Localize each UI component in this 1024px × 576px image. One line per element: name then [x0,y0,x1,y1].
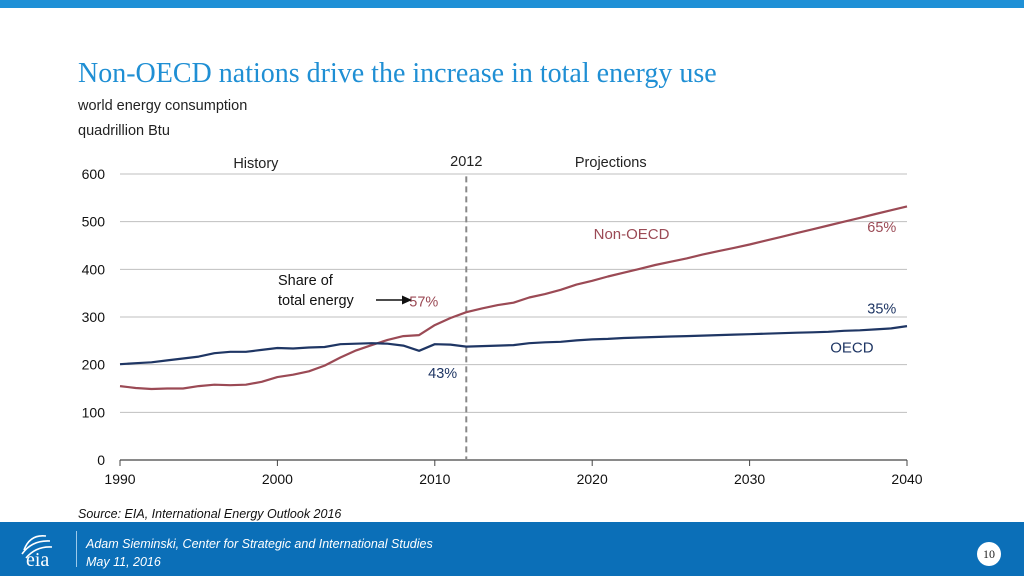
y-tick-label: 0 [97,452,105,468]
footer-bar: eia Adam Sieminski, Center for Strategic… [0,522,1024,576]
x-tick-label: 2010 [419,471,450,487]
share-annotation: 35% [867,301,896,317]
x-tick-label: 2030 [734,471,765,487]
y-tick-label: 500 [82,214,106,230]
share-annotation: 65% [867,220,896,236]
share-of-total-label: Share of total energy [278,273,355,309]
series-label-oecd: OECD [830,340,874,357]
x-tick-label: 2040 [891,471,922,487]
series-line-oecd [119,325,908,366]
page-number: 10 [977,542,1001,566]
divider-year-label: 2012 [450,154,482,170]
projections-label: Projections [575,155,647,171]
logo-swoosh-icon [21,534,53,559]
y-tick-label: 300 [82,309,106,325]
x-tick-label: 2020 [577,471,608,487]
y-tick-label: 100 [82,404,106,420]
history-label: History [233,156,279,172]
footer-presenter: Adam Sieminski, Center for Strategic and… [86,537,433,551]
x-tick-label: 1990 [104,471,135,487]
share-annotation: 57% [409,294,438,310]
chart-subtitle: world energy consumption [78,98,248,114]
footer-divider [76,531,77,567]
share-arrow-head-icon [402,295,412,305]
series-line-non-oecd [119,205,908,391]
series-label-non-oecd: Non-OECD [594,226,670,243]
source-note: Source: EIA, International Energy Outloo… [78,507,342,521]
footer-date: May 11, 2016 [86,555,161,569]
logo-text: eia [26,549,49,570]
slide-title: Non-OECD nations drive the increase in t… [78,58,717,89]
y-tick-label: 200 [82,357,106,373]
y-tick-label: 600 [82,166,106,182]
top-accent-bar [0,0,1024,8]
x-tick-label: 2000 [262,471,293,487]
y-tick-label: 400 [82,261,106,277]
eia-logo: eia [21,534,53,570]
chart-units: quadrillion Btu [78,123,170,139]
share-annotation: 43% [428,366,457,382]
